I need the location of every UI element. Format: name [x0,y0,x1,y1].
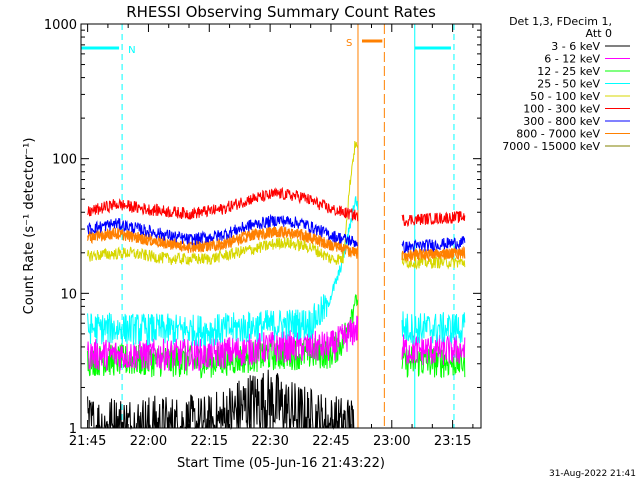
legend-label-4: 50 - 100 keV [530,90,600,103]
axes-layer: 21:45 22:00 22:15 22:30 22:45 23:00 23:15 1 10 10… [44,18,481,449]
series-line-2-0 [87,294,359,379]
plot-frame [80,23,482,429]
series-line-7-0b [87,225,359,258]
series-line-4-1 [401,252,466,270]
flag-label-0: N [128,45,135,56]
x-axis-title: Start Time (05-Jun-16 21:43:22) [177,456,385,471]
x-tick-label-1: 22:00 [130,434,167,449]
series-line-0-0 [87,369,356,430]
series-line-3-1 [401,311,466,345]
y-tick-label-1: 10 [60,287,77,302]
legend-label-2: 12 - 25 keV [537,65,600,78]
legend-label-3: 25 - 50 keV [537,78,600,91]
y-axis-title: Count Rate (s⁻¹ detector⁻¹) [22,138,37,315]
legend-label-8: 7000 - 15000 keV [502,140,600,153]
series-line-4-0 [87,140,359,267]
flag-label-1: S [346,38,352,49]
x-tick-label-6: 23:15 [434,434,471,449]
series-line-1-0 [87,315,359,371]
legend-label-7: 800 - 7000 keV [516,128,600,141]
series-line-3-0 [87,196,359,347]
y-tick-label-3: 1000 [44,18,77,33]
series-layer [87,140,466,430]
series-line-5-1 [401,211,466,228]
series-line-6-0 [87,213,358,247]
chart-title: RHESSI Observing Summary Count Rates [126,3,436,21]
legend-label-6: 300 - 800 keV [523,115,600,128]
x-tick-label-4: 22:45 [312,434,349,449]
legend-label-1: 6 - 12 keV [544,53,600,66]
x-tick-label-5: 23:00 [373,434,410,449]
legend-header-1: Att 0 [586,27,612,40]
y-tick-label-2: 100 [52,153,77,168]
x-tick-label-3: 22:30 [251,434,288,449]
legend-label-5: 100 - 300 keV [523,103,600,116]
y-tick-label-0: 1 [69,422,77,437]
legend-label-0: 3 - 6 keV [551,40,600,53]
series-line-5-0 [87,186,359,222]
x-tick-label-0: 21:45 [69,434,106,449]
footer-timestamp: 31-Aug-2022 21:41 [549,469,636,479]
series-line-1-1 [401,333,466,366]
legend-header-0: Det 1,3, FDecim 1, [509,15,612,28]
series-line-6-1 [401,236,466,253]
x-tick-label-2: 22:15 [191,434,228,449]
